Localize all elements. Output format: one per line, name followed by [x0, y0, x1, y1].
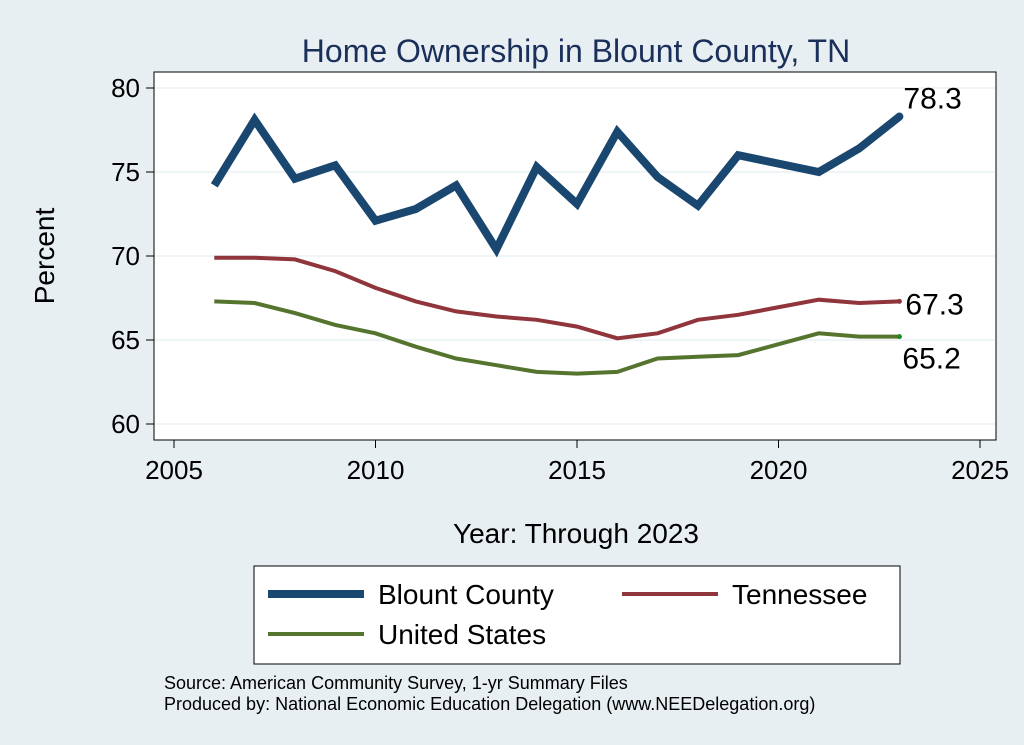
- end-point-tennessee: [896, 298, 902, 304]
- axes: 60 65 70 75 80 2005 2010 2015 2020 2025: [111, 73, 1009, 485]
- y-tick-label: 60: [111, 409, 140, 439]
- legend: Blount County Tennessee United States: [253, 565, 901, 665]
- series-line-blount-county: [210, 112, 902, 258]
- end-point-united-states: [896, 334, 902, 340]
- source-note: Source: American Community Survey, 1-yr …: [164, 673, 628, 693]
- end-label-tennessee: 67.3: [905, 288, 963, 321]
- legend-label-blount-county: Blount County: [378, 579, 554, 610]
- gridlines: [155, 87, 995, 425]
- y-axis-title: Percent: [29, 208, 60, 305]
- x-tick-label: 2010: [347, 455, 405, 485]
- legend-label-tennessee: Tennessee: [732, 579, 867, 610]
- end-label-blount-county: 78.3: [903, 83, 961, 116]
- series-line-united-states: [214, 299, 900, 376]
- end-point-blount-county: [895, 112, 904, 121]
- y-tick-label: 65: [111, 325, 140, 355]
- legend-box: [253, 565, 901, 665]
- y-tick-label: 80: [111, 73, 140, 103]
- end-label-united-states: 65.2: [902, 343, 960, 376]
- chart-title: Home Ownership in Blount County, TN: [302, 33, 850, 69]
- end-labels: 78.3 67.3 65.2: [902, 83, 963, 376]
- x-tick-label: 2025: [951, 455, 1009, 485]
- x-tick-label: 2015: [548, 455, 606, 485]
- x-tick-label: 2005: [145, 455, 203, 485]
- credit-note: Produced by: National Economic Education…: [164, 694, 815, 714]
- y-tick-label: 75: [111, 157, 140, 187]
- x-tick-label: 2020: [750, 455, 808, 485]
- series-layer: [210, 112, 904, 376]
- x-axis-title: Year: Through 2023: [453, 518, 699, 549]
- y-tick-label: 70: [111, 241, 140, 271]
- series-line-tennessee: [214, 255, 900, 341]
- legend-label-united-states: United States: [378, 619, 546, 650]
